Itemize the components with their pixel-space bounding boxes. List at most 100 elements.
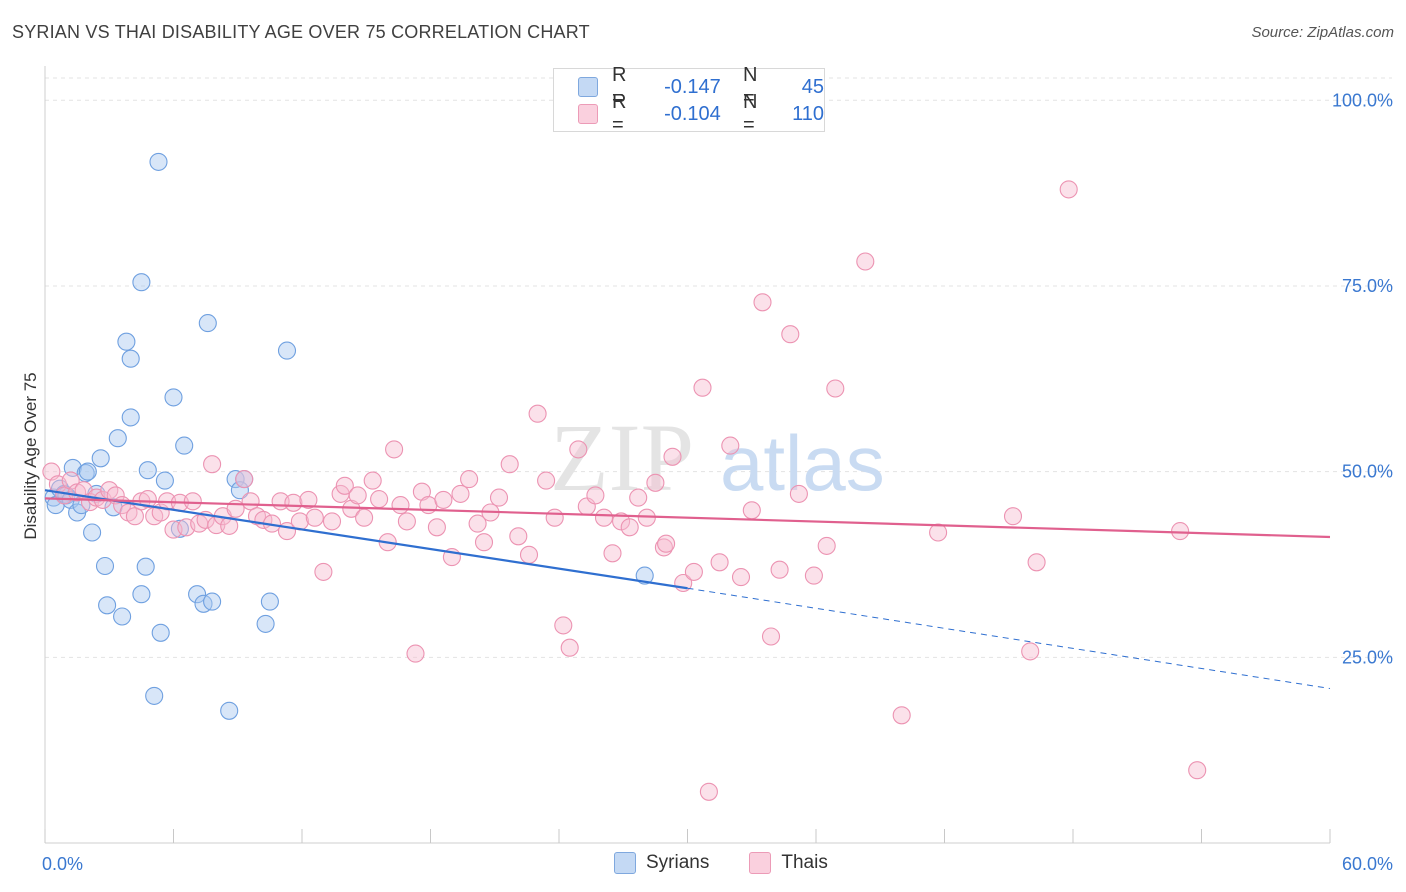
thais-point <box>138 490 157 509</box>
thais-point <box>451 484 470 503</box>
legend-row-syrians: R = -0.147 N = 45 <box>578 64 824 109</box>
thais-point <box>500 455 519 474</box>
thais-point <box>560 638 579 657</box>
syrians-point <box>78 462 97 481</box>
thais-point <box>528 404 547 423</box>
thais-legend-label: Thais <box>781 852 828 873</box>
y-tick-label: 100.0% <box>1332 90 1393 110</box>
thais-point <box>693 378 712 397</box>
thais-point <box>761 627 781 646</box>
r-label: R = <box>611 64 627 109</box>
thais-point <box>817 536 836 555</box>
thais-point <box>781 325 800 344</box>
thais-point <box>183 492 202 511</box>
r-value: -0.147 <box>664 75 721 98</box>
thais-point <box>474 533 494 552</box>
syrians-point <box>635 566 654 585</box>
thais-swatch <box>578 104 598 124</box>
n-value: 45 <box>801 75 824 98</box>
thais-point <box>125 507 144 526</box>
thais-point <box>710 553 729 572</box>
thais-point <box>731 568 751 587</box>
thais-point <box>929 523 948 542</box>
thais-point <box>370 490 389 509</box>
trend-lines <box>44 489 1331 690</box>
syrians-trend-extension <box>687 587 1331 690</box>
y-tick-label: 25.0% <box>1342 647 1393 667</box>
syrians-point <box>121 408 140 427</box>
chart-source: Source: ZipAtlas.com <box>1251 24 1394 41</box>
axes <box>44 66 1331 844</box>
thais-point <box>406 644 425 663</box>
thais-point <box>892 706 911 725</box>
r-value: -0.104 <box>664 102 721 125</box>
syrians-point <box>113 607 132 626</box>
thais-point <box>322 512 342 531</box>
watermark: ZIP atlas <box>550 404 885 511</box>
thais-point <box>509 527 528 546</box>
thais-point <box>355 508 374 527</box>
syrians-legend-swatch <box>614 852 636 874</box>
thais-point <box>826 379 845 398</box>
syrians-point <box>277 341 297 360</box>
thais-point <box>1027 553 1046 572</box>
thais-point <box>427 518 446 537</box>
syrians-point <box>132 273 151 292</box>
thais-point <box>363 471 382 490</box>
thais-point <box>1003 507 1023 526</box>
syrians-point <box>151 623 170 642</box>
thais-point <box>391 496 410 515</box>
syrians-point <box>138 461 157 480</box>
thais-point <box>397 512 416 531</box>
thais-point <box>569 440 588 459</box>
syrians-legend-label: Syrians <box>646 852 710 873</box>
thais-point <box>789 484 808 503</box>
n-label: N = <box>743 64 758 109</box>
thais-point <box>305 508 324 527</box>
thais-point <box>537 471 556 490</box>
thais-point <box>1059 180 1078 199</box>
syrians-point <box>220 701 239 720</box>
syrians-point <box>136 557 155 576</box>
thais-point <box>235 470 254 489</box>
thais-point <box>721 436 740 455</box>
thais-legend-swatch <box>749 852 772 874</box>
x-tick-label: 60.0% <box>1342 854 1393 874</box>
syrians-trend-line <box>44 489 688 590</box>
thais-point <box>61 471 80 490</box>
thais-point <box>1021 642 1040 661</box>
syrians-point <box>188 585 207 604</box>
thais-point <box>753 293 772 312</box>
thais-point <box>335 476 354 495</box>
y-tick-label: 50.0% <box>1342 462 1393 482</box>
y-tick-label: 75.0% <box>1342 276 1393 296</box>
syrians-point <box>175 436 194 455</box>
thais-point <box>620 518 639 537</box>
x-tick-label: 0.0% <box>42 854 83 874</box>
syrians-point <box>260 592 279 611</box>
thais-point <box>856 252 875 271</box>
thais-point <box>284 493 303 512</box>
thais-point <box>804 566 823 585</box>
syrians-point <box>149 152 168 171</box>
thais-point <box>663 447 682 466</box>
thais-point <box>545 508 564 527</box>
syrians-point <box>117 332 136 351</box>
thais-point <box>203 455 222 474</box>
thais-point <box>385 440 404 459</box>
stats-legend: R = -0.147 N = 45 R = -0.104 N = 110 <box>553 64 825 136</box>
thais-point <box>468 514 487 533</box>
series-legend: Syrians Thais <box>614 852 868 874</box>
syrians-point <box>164 388 183 407</box>
thais-point <box>629 488 648 507</box>
n-label: N = <box>743 91 758 136</box>
thais-points <box>42 180 1207 801</box>
thais-point <box>770 560 789 579</box>
legend-item-syrians: Syrians <box>614 852 709 874</box>
syrians-point <box>121 349 140 368</box>
thais-point <box>684 562 703 581</box>
thais-point <box>742 501 761 520</box>
r-label: R = <box>611 91 627 136</box>
syrians-point <box>91 449 110 468</box>
